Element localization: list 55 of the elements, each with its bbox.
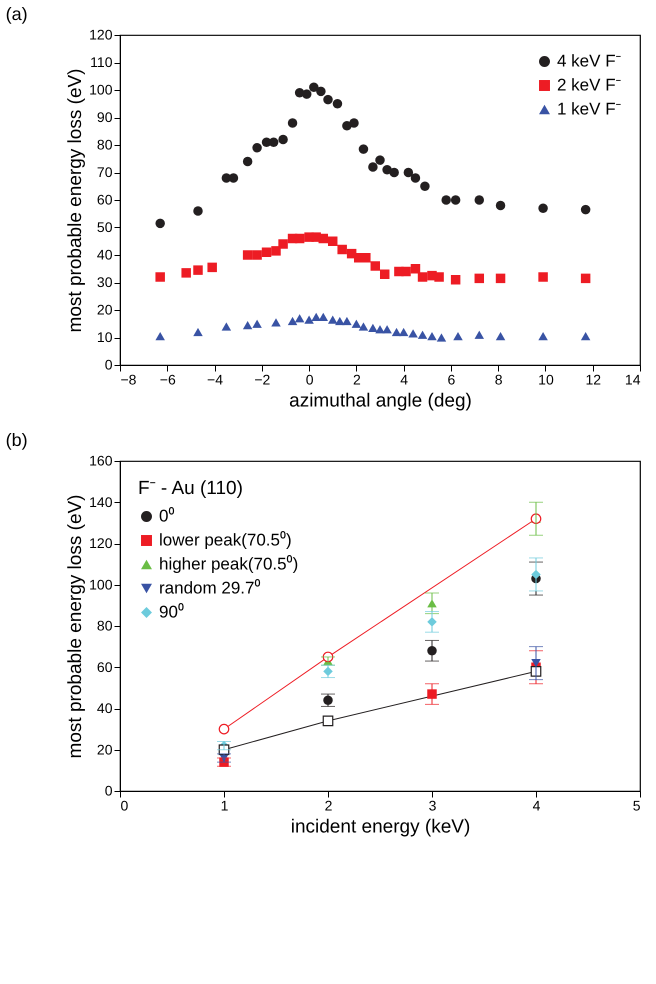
y-tick-label: 40 xyxy=(96,700,113,716)
y-tick-label: 0 xyxy=(104,356,113,372)
y-axis-title: most probable energy loss (eV) xyxy=(65,494,86,759)
y-tick-label: 30 xyxy=(96,274,113,290)
legend-label: 90⁰ xyxy=(159,602,184,622)
x-tick-label: 10 xyxy=(538,372,554,388)
y-tick-label: 50 xyxy=(96,219,113,235)
y-tick-label: 0 xyxy=(104,782,113,798)
x-tick-label: 1 xyxy=(220,798,229,814)
legend-label: random 29.7⁰ xyxy=(159,578,260,598)
y-tick-label: 70 xyxy=(96,164,113,180)
y-tick-label: 140 xyxy=(89,494,113,510)
y-tick-label: 10 xyxy=(96,329,113,345)
x-tick-label: 4 xyxy=(400,372,408,388)
x-tick-label: 0 xyxy=(306,372,314,388)
y-tick-label: 80 xyxy=(96,136,113,152)
legend-label: 4 keV F⁻ xyxy=(557,52,622,70)
y-axis-title: most probable energy loss (eV) xyxy=(65,68,86,333)
x-tick-label: −6 xyxy=(160,372,176,388)
x-tick-label: 14 xyxy=(624,372,641,388)
legend-title: F⁻ - Au (110) xyxy=(138,478,243,499)
y-tick-label: 20 xyxy=(96,741,113,758)
x-tick-label: 8 xyxy=(494,372,503,388)
x-tick-label: 12 xyxy=(585,372,602,388)
legend-label: 0⁰ xyxy=(159,506,174,526)
text: (b) xyxy=(6,430,28,450)
x-tick-label: 4 xyxy=(532,798,541,814)
x-tick-label: 3 xyxy=(428,798,437,814)
y-tick-label: 20 xyxy=(96,302,113,318)
y-tick-label: 90 xyxy=(96,109,113,125)
x-axis-title: incident energy (keV) xyxy=(290,816,470,838)
y-tick-label: 80 xyxy=(96,618,113,634)
legend-label: higher peak(70.5⁰) xyxy=(159,554,298,574)
y-tick-label: 60 xyxy=(96,192,113,208)
y-tick-label: 120 xyxy=(89,535,113,551)
x-axis-title: azimuthal angle (deg) xyxy=(289,390,472,412)
legend-label: lower peak(70.5⁰) xyxy=(159,530,292,550)
legend-label: 2 keV F⁻ xyxy=(557,76,622,94)
x-tick-label: −8 xyxy=(120,372,137,388)
legend-label: 1 keV F⁻ xyxy=(557,100,622,118)
x-tick-label: 5 xyxy=(632,798,641,814)
y-tick-label: 60 xyxy=(96,658,113,675)
y-tick-label: 120 xyxy=(89,26,113,42)
x-tick-label: 2 xyxy=(352,372,361,388)
text: (a) xyxy=(6,4,28,24)
x-tick-label: 2 xyxy=(324,798,333,814)
y-tick-label: 40 xyxy=(96,246,113,262)
y-tick-label: 100 xyxy=(89,82,113,98)
y-tick-label: 160 xyxy=(89,452,113,468)
y-tick-label: 100 xyxy=(89,576,113,592)
x-tick-label: −2 xyxy=(254,372,271,388)
x-tick-label: 6 xyxy=(448,372,456,388)
x-tick-label: −4 xyxy=(207,372,224,388)
y-tick-label: 110 xyxy=(90,54,113,70)
x-tick-label: 0 xyxy=(120,798,128,814)
